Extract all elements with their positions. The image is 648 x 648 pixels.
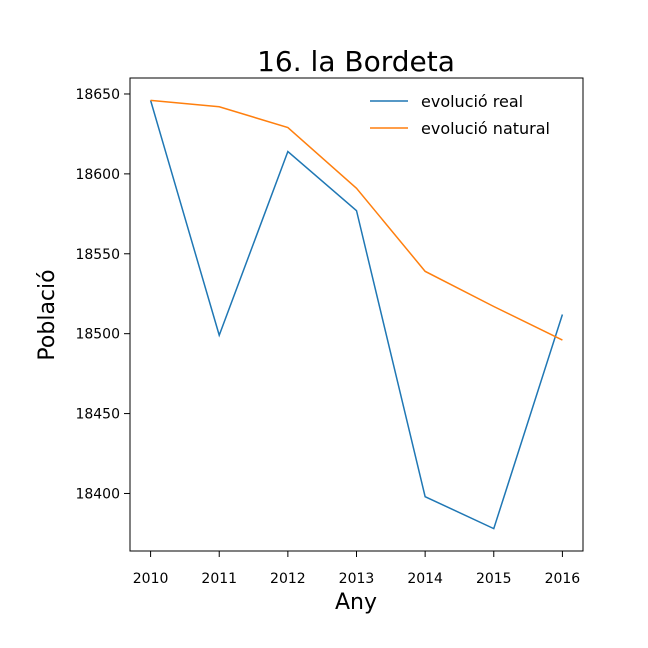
y-tick-label: 18500 <box>75 327 120 343</box>
x-axis-ticks: 2010 2011 2012 2013 2014 2015 2016 <box>133 551 581 587</box>
series-line-1 <box>149 100 564 530</box>
x-tick-label: 2014 <box>407 571 443 587</box>
x-tick-label: 2012 <box>270 571 306 587</box>
y-tick-label: 18550 <box>75 247 120 263</box>
y-axis-ticks: 18400 18450 18500 18550 18600 18650 <box>75 87 130 502</box>
series-layer <box>149 99 564 530</box>
legend-label-1: evolució real <box>421 92 523 111</box>
y-tick-label: 18650 <box>75 87 120 103</box>
y-tick-label: 18600 <box>75 167 120 183</box>
legend-label-2: evolució natural <box>421 119 550 138</box>
y-tick-label: 18450 <box>75 407 120 423</box>
x-axis-title: Any <box>335 590 377 615</box>
x-tick-label: 2011 <box>201 571 237 587</box>
series-line-2 <box>150 99 563 341</box>
plot-area-frame <box>129 77 584 552</box>
x-tick-label: 2010 <box>133 571 169 587</box>
x-tick-label: 2013 <box>339 571 375 587</box>
x-tick-label: 2016 <box>545 571 581 587</box>
legend: evolució real evolució natural <box>370 92 550 138</box>
y-tick-label: 18400 <box>75 486 120 502</box>
y-axis-title: Població <box>35 269 60 360</box>
chart-title: 16. la Bordeta <box>257 45 455 78</box>
x-tick-label: 2015 <box>476 571 512 587</box>
